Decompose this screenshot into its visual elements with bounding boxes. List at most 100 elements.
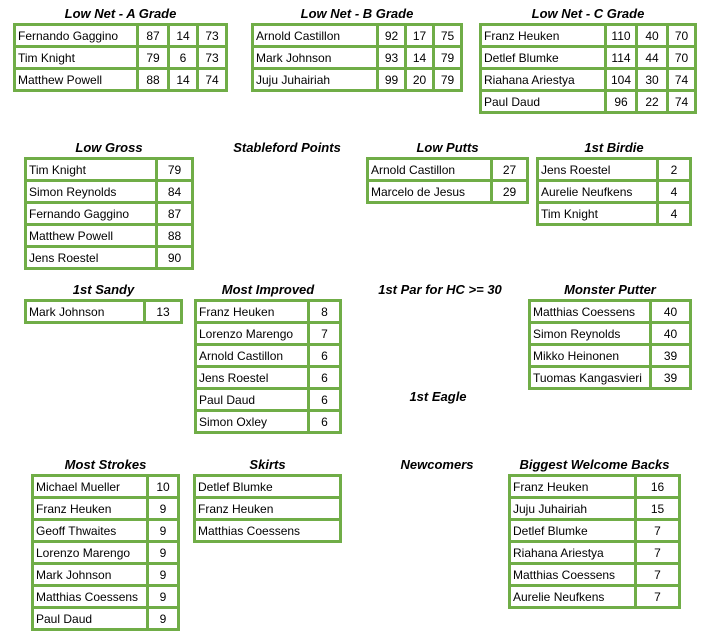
player-name: Franz Heuken [196, 499, 339, 518]
results-table: Arnold Castillon 27 Marcelo de Jesus 29 [366, 157, 529, 204]
score-cell: 79 [139, 48, 167, 67]
score-cell: 14 [170, 70, 196, 89]
section-title: Newcomers [400, 457, 474, 472]
player-name: Fernando Gaggino [27, 204, 155, 223]
section-title: Low Putts [416, 140, 479, 155]
table-row: Marcelo de Jesus 29 [369, 182, 526, 201]
player-name: Matthew Powell [16, 70, 136, 89]
table-row: Tim Knight 79 [27, 160, 191, 179]
score-cell: 8 [310, 302, 339, 321]
section-title: 1st Par for HC >= 30 [378, 282, 502, 297]
table-row: Matthias Coessens 7 [511, 565, 678, 584]
table-row: Arnold Castillon 27 [369, 160, 526, 179]
table-row: Detlef Blumke [196, 477, 339, 496]
section-title: Most Strokes [64, 457, 147, 472]
table-row: Mark Johnson 9 [34, 565, 177, 584]
score-cell: 15 [637, 499, 678, 518]
score-cell: 9 [149, 587, 177, 606]
player-name: Aurelie Neufkens [511, 587, 634, 606]
table-row: Matthias Coessens [196, 521, 339, 540]
table-row: Aurelie Neufkens 7 [511, 587, 678, 606]
score-cell: 92 [379, 26, 404, 45]
player-name: Tim Knight [539, 204, 656, 223]
player-name: Mark Johnson [254, 48, 376, 67]
score-cell: 7 [637, 543, 678, 562]
player-name: Simon Reynolds [531, 324, 649, 343]
table-row: Paul Daud 6 [197, 390, 339, 409]
table-row: Aurelie Neufkens 4 [539, 182, 689, 201]
table-row: Arnold Castillon 92 17 75 [254, 26, 460, 45]
score-cell: 13 [146, 302, 180, 321]
player-name: Franz Heuken [482, 26, 604, 45]
table-row: Simon Oxley 6 [197, 412, 339, 431]
score-cell: 4 [659, 182, 689, 201]
score-cell: 73 [199, 26, 225, 45]
score-cell: 29 [493, 182, 526, 201]
player-name: Arnold Castillon [197, 346, 307, 365]
score-cell: 70 [669, 26, 694, 45]
score-cell: 93 [379, 48, 404, 67]
player-name: Jens Roestel [197, 368, 307, 387]
results-table: Fernando Gaggino 87 14 73 Tim Knight 79 6 73 Mat… [13, 23, 228, 92]
section-title: 1st Sandy [72, 282, 135, 297]
score-cell: 6 [170, 48, 196, 67]
score-cell: 20 [407, 70, 432, 89]
table-row: Paul Daud 9 [34, 609, 177, 628]
section-title: Low Net - B Grade [300, 6, 414, 21]
player-name: Arnold Castillon [369, 160, 490, 179]
results-table: Franz Heuken 8 Lorenzo Marengo 7 Arnold Cast… [194, 299, 342, 434]
score-cell: 14 [407, 48, 432, 67]
section-title: Low Net - A Grade [64, 6, 177, 21]
table-row: Lorenzo Marengo 7 [197, 324, 339, 343]
score-cell: 6 [310, 390, 339, 409]
player-name: Geoff Thwaites [34, 521, 146, 540]
score-cell: 10 [149, 477, 177, 496]
table-row: Michael Mueller 10 [34, 477, 177, 496]
player-name: Simon Oxley [197, 412, 307, 431]
table-row: Tuomas Kangasvieri 39 [531, 368, 689, 387]
table-row: Matthew Powell 88 14 74 [16, 70, 225, 89]
score-cell: 73 [199, 48, 225, 67]
score-cell: 7 [637, 587, 678, 606]
section-title: 1st Birdie [584, 140, 644, 155]
score-cell: 22 [638, 92, 666, 111]
table-row: Lorenzo Marengo 9 [34, 543, 177, 562]
player-name: Riahana Ariestya [511, 543, 634, 562]
section-title: Low Net - C Grade [531, 6, 645, 21]
score-cell: 6 [310, 412, 339, 431]
score-cell: 79 [435, 70, 460, 89]
player-name: Mikko Heinonen [531, 346, 649, 365]
section-title: Monster Putter [564, 282, 656, 297]
score-cell: 7 [310, 324, 339, 343]
score-cell: 40 [652, 324, 689, 343]
player-name: Jens Roestel [27, 248, 155, 267]
player-name: Paul Daud [482, 92, 604, 111]
table-row: Simon Reynolds 40 [531, 324, 689, 343]
player-name: Tim Knight [27, 160, 155, 179]
section-title: Skirts [249, 457, 286, 472]
score-cell: 39 [652, 368, 689, 387]
score-cell: 30 [638, 70, 666, 89]
player-name: Matthias Coessens [511, 565, 634, 584]
score-cell: 44 [638, 48, 666, 67]
table-row: Juju Juhairiah 99 20 79 [254, 70, 460, 89]
table-row: Mark Johnson 13 [27, 302, 180, 321]
table-row: Franz Heuken [196, 499, 339, 518]
section-title: Most Improved [221, 282, 315, 297]
score-cell: 75 [435, 26, 460, 45]
score-cell: 110 [607, 26, 635, 45]
results-table: Jens Roestel 2 Aurelie Neufkens 4 Tim Knight… [536, 157, 692, 226]
table-row: Matthias Coessens 40 [531, 302, 689, 321]
score-cell: 40 [652, 302, 689, 321]
score-cell: 74 [199, 70, 225, 89]
score-cell: 70 [669, 48, 694, 67]
table-row: Arnold Castillon 6 [197, 346, 339, 365]
score-cell: 16 [637, 477, 678, 496]
score-cell: 87 [139, 26, 167, 45]
score-cell: 114 [607, 48, 635, 67]
player-name: Marcelo de Jesus [369, 182, 490, 201]
table-row: Jens Roestel 6 [197, 368, 339, 387]
score-cell: 87 [158, 204, 191, 223]
player-name: Matthias Coessens [34, 587, 146, 606]
